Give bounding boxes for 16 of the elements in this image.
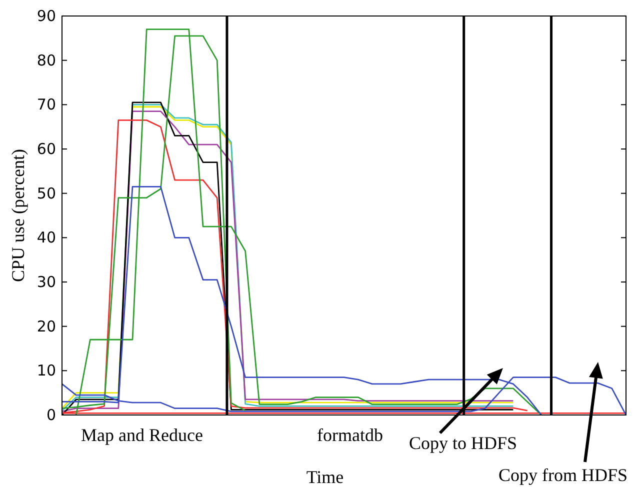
x-axis-title: Time <box>306 467 344 487</box>
y-tick-label: 50 <box>36 184 56 202</box>
y-tick-label: 40 <box>36 228 56 247</box>
text: Copy to HDFS <box>408 433 518 453</box>
y-tick-label: 80 <box>36 51 56 70</box>
y-tick-label: 0 <box>46 406 56 424</box>
text: formatdb <box>317 425 383 445</box>
y-axis-title: CPU use (percent) <box>8 149 28 282</box>
y-tick-label: 70 <box>36 96 56 114</box>
y-tick-label: 20 <box>36 317 56 336</box>
y-tick-label: 30 <box>36 273 56 291</box>
y-tick-label: 90 <box>36 7 56 25</box>
y-tick-label: 10 <box>36 362 56 380</box>
y-tick-label: 60 <box>36 140 56 158</box>
text: Map and Reduce <box>81 425 203 445</box>
text: Copy from HDFS <box>498 465 628 485</box>
